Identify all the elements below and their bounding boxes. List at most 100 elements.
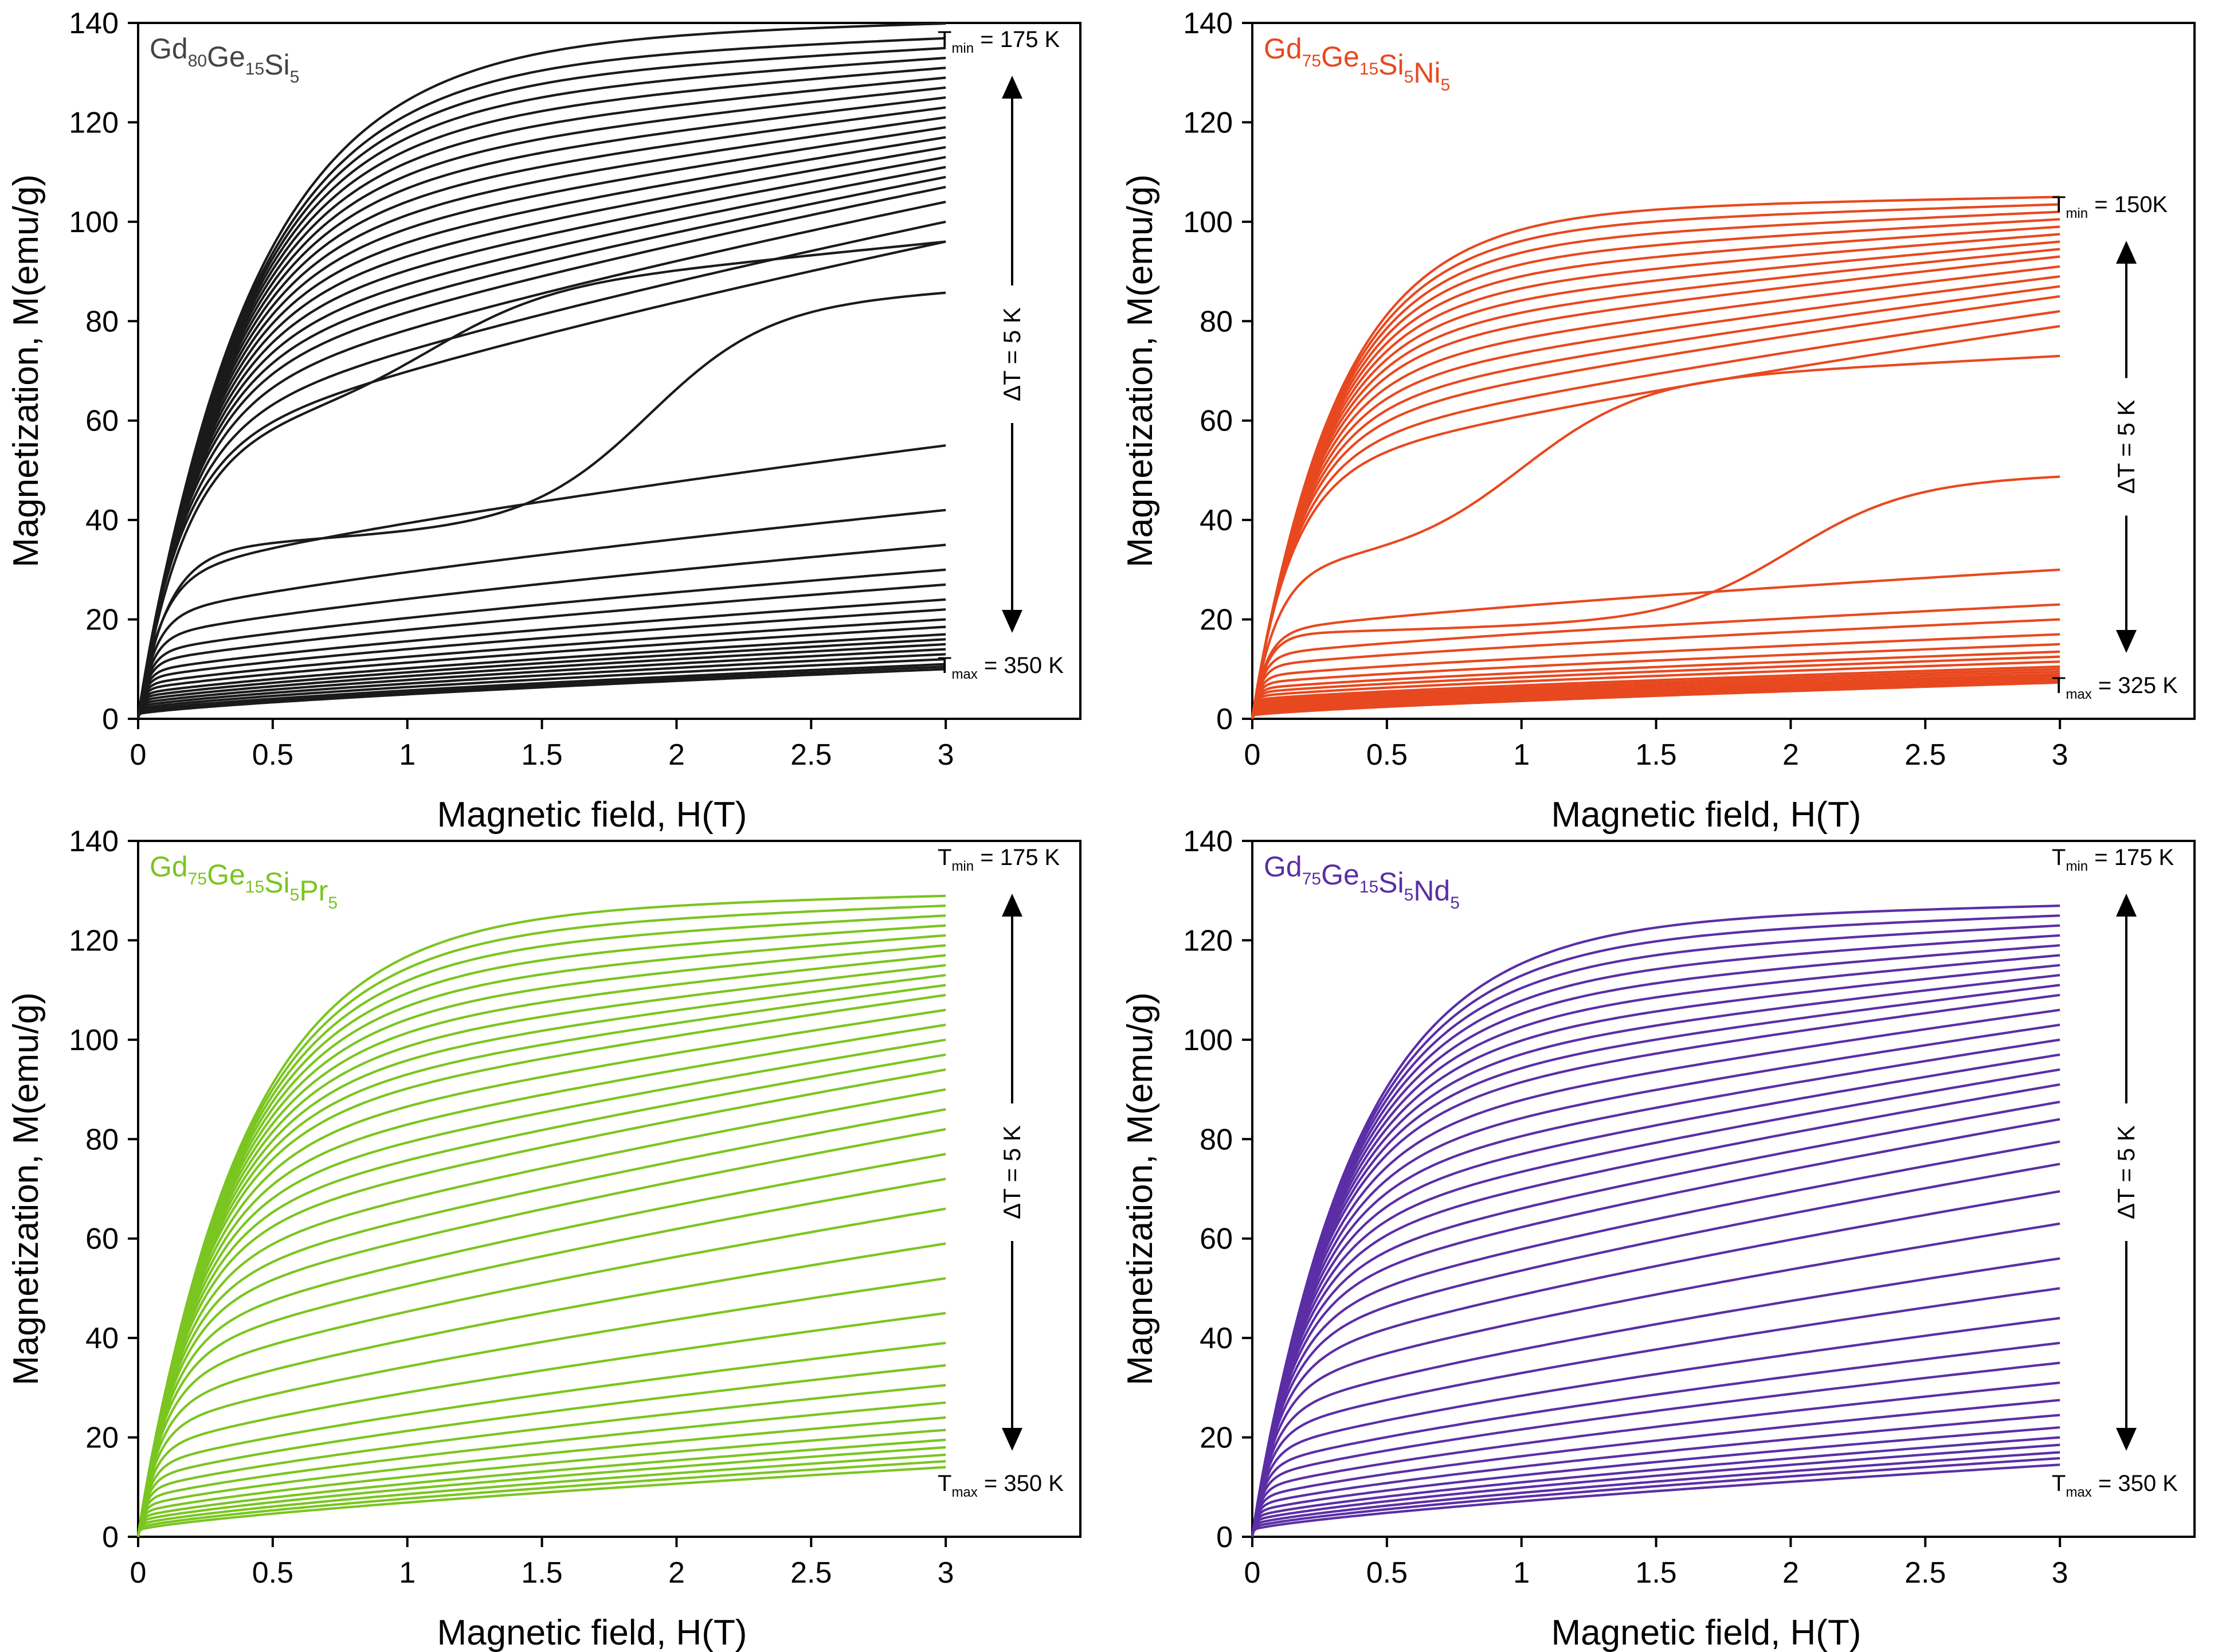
- panel-c: 0 0.5 1 1.5 2 2.5 3 0 20 40 60 80 100 120 140 Magnetic …: [6, 825, 1081, 1652]
- isotherm-line: [1251, 1414, 2060, 1537]
- isotherm-line: [1251, 1118, 2060, 1537]
- isotherm-line: [136, 22, 946, 719]
- isotherm-line: [1251, 233, 2060, 719]
- isotherm-line: [136, 1242, 946, 1537]
- x-tick-label: 2.5: [1905, 738, 1946, 772]
- x-axis-label: Magnetic field, H(T): [437, 1613, 747, 1652]
- compound-label: Gd75Ge15Si5Pr5: [150, 851, 338, 913]
- y-tick-label: 0: [1216, 703, 1233, 736]
- isotherm-line: [1251, 1317, 2060, 1537]
- x-tick-label: 2: [1782, 1556, 1799, 1590]
- delta-label-bg: [2109, 1103, 2144, 1241]
- isotherm-line: [136, 136, 946, 719]
- arrow-up-icon: [1002, 76, 1022, 99]
- isotherm-line: [1251, 668, 2060, 719]
- x-axis-label: Magnetic field, H(T): [1551, 795, 1862, 835]
- isotherm-line: [136, 1364, 946, 1537]
- y-axis-label: Magnetization, M(emu/g): [6, 992, 46, 1385]
- delta-label-bg: [995, 285, 1029, 423]
- x-tick-label: 2.5: [1905, 1556, 1946, 1590]
- panel-b: 0 0.5 1 1.5 2 2.5 3 0 20 40 60 80 100 120 140 Magnetic …: [1120, 7, 2196, 835]
- tmax-label: Tmax = 350 K: [938, 1471, 1064, 1500]
- x-axis-label: Magnetic field, H(T): [1551, 1613, 1862, 1652]
- isotherm-line: [1251, 633, 2060, 719]
- isotherm-line: [136, 1023, 946, 1537]
- isotherm-line: [136, 1460, 946, 1537]
- x-tick-label: 0: [130, 1556, 147, 1590]
- arrow-down-icon: [1002, 1428, 1022, 1451]
- y-tick-label: 80: [85, 1123, 119, 1156]
- isotherm-line: [1251, 1451, 2060, 1537]
- x-tick-label: 1: [1513, 738, 1530, 772]
- y-tick-label: 40: [85, 1322, 119, 1355]
- isotherm-line: [136, 1453, 946, 1537]
- y-tick-label: 140: [1183, 825, 1233, 858]
- isotherm-line: [136, 66, 946, 719]
- isotherm-line: [1251, 603, 2060, 719]
- isotherm-line: [136, 914, 946, 1537]
- isotherm-line: [136, 543, 946, 719]
- y-tick-label: 40: [1200, 504, 1233, 537]
- y-tick-label: 0: [1216, 1521, 1233, 1554]
- isotherm-line: [136, 618, 946, 719]
- tmax-label: Tmax = 350 K: [938, 653, 1064, 682]
- isotherm-line: [1251, 1463, 2060, 1537]
- isotherm-curves: [1251, 905, 2060, 1537]
- y-tick-label: 140: [69, 7, 119, 40]
- isotherm-curves: [136, 894, 946, 1537]
- isotherm-line: [1251, 670, 2060, 719]
- isotherm-line: [136, 186, 946, 719]
- isotherm-line: [136, 1416, 946, 1537]
- isotherm-line: [136, 1401, 946, 1537]
- y-axis-label: Magnetization, M(emu/g): [1120, 992, 1160, 1385]
- isotherm-line: [1251, 674, 2060, 719]
- tmin-label: Tmin = 175 K: [938, 845, 1060, 874]
- y-tick-label: 20: [1200, 604, 1233, 637]
- plot-frame: [137, 22, 1081, 720]
- isotherm-line: [136, 663, 946, 719]
- isotherm-line: [1251, 1053, 2060, 1537]
- isotherm-line: [136, 1428, 946, 1537]
- isotherm-line: [136, 568, 946, 719]
- y-tick-label: 60: [1200, 405, 1233, 438]
- isotherm-line: [136, 1038, 946, 1537]
- isotherm-line: [136, 1277, 946, 1537]
- isotherm-line: [136, 444, 946, 719]
- isotherm-line: [136, 1177, 946, 1537]
- arrow-up-icon: [1002, 894, 1022, 917]
- isotherm-line: [136, 653, 946, 719]
- isotherm-line: [136, 86, 946, 719]
- compound-label: Gd75Ge15Si5Nd5: [1264, 851, 1460, 913]
- isotherm-line: [136, 1128, 946, 1537]
- isotherm-line: [1251, 310, 2060, 719]
- y-axis-label: Magnetization, M(emu/g): [1120, 174, 1160, 567]
- isotherm-line: [1251, 1399, 2060, 1537]
- isotherm-line: [1251, 1426, 2060, 1537]
- y-tick-label: 100: [1183, 1024, 1233, 1057]
- delta-t-label: ΔT = 5 K: [998, 1125, 1025, 1219]
- y-tick-label: 20: [85, 604, 119, 637]
- isotherm-line: [1251, 1341, 2060, 1537]
- isotherm-line: [1251, 914, 2060, 1537]
- isotherm-line: [136, 668, 946, 719]
- isotherm-line: [1251, 665, 2060, 719]
- delta-t-label: ΔT = 5 K: [2113, 400, 2139, 494]
- delta-label-bg: [2109, 378, 2144, 516]
- isotherm-line: [136, 1312, 946, 1537]
- isotherm-line: [136, 1088, 946, 1537]
- y-tick-label: 60: [1200, 1223, 1233, 1256]
- x-tick-label: 1.5: [1635, 1556, 1676, 1590]
- isotherm-line: [136, 1068, 946, 1537]
- isotherm-line: [1251, 1361, 2060, 1537]
- x-tick-label: 2.5: [790, 738, 832, 772]
- arrow-down-icon: [2116, 630, 2137, 653]
- isotherm-transition-line: [136, 240, 946, 719]
- y-tick-label: 120: [1183, 106, 1233, 139]
- x-tick-label: 3: [938, 738, 954, 772]
- delta-label-bg: [995, 1103, 1029, 1241]
- arrow-down-icon: [2116, 1428, 2137, 1451]
- isotherm-line: [1251, 1222, 2060, 1537]
- isotherm-line: [136, 625, 946, 719]
- isotherm-line: [1251, 650, 2060, 719]
- isotherm-line: [136, 648, 946, 719]
